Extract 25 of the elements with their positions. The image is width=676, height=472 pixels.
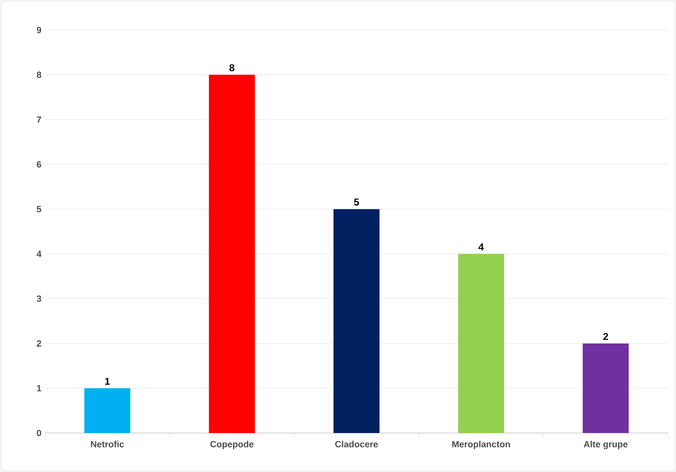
- x-tick-label: Cladocere: [335, 440, 378, 448]
- bar: [334, 209, 380, 433]
- y-tick-label: 3: [36, 295, 42, 302]
- x-tick-label: Copepode: [210, 440, 254, 450]
- x-tick-label: Netrofic: [90, 440, 124, 448]
- bar: [582, 343, 629, 433]
- data-label: 5: [354, 198, 359, 206]
- y-tick-label: 6: [36, 161, 42, 168]
- y-tick-label: 5: [36, 206, 42, 212]
- data-label: 2: [603, 332, 608, 340]
- x-tick-label: Alte grupe: [584, 440, 628, 450]
- y-tick-label: 9: [36, 26, 42, 34]
- y-tick-label: 7: [36, 116, 42, 123]
- y-tick-label: 0: [36, 430, 42, 436]
- y-tick-label: 8: [36, 72, 42, 78]
- y-tick-label: 2: [36, 340, 42, 347]
- data-label: 8: [229, 64, 234, 72]
- bar: [84, 388, 130, 433]
- x-tick-label: Meroplancton: [452, 440, 510, 450]
- y-tick-label: 4: [36, 250, 42, 257]
- bar: [458, 254, 504, 433]
- data-label: 4: [478, 244, 484, 250]
- y-tick-label: 1: [37, 385, 42, 392]
- bar: [208, 74, 255, 433]
- data-label: 1: [105, 378, 110, 385]
